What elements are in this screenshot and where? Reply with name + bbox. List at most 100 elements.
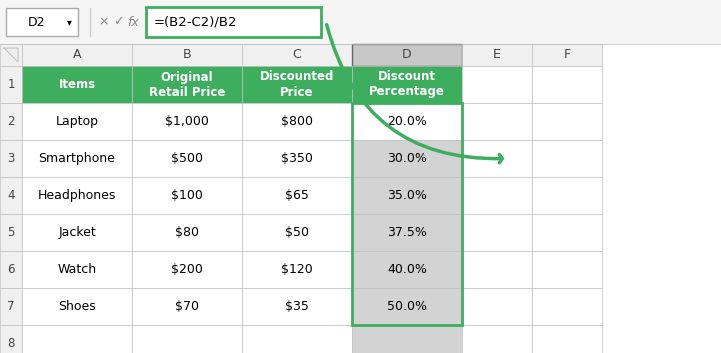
Bar (22, 288, 132, 325)
Bar (352, 44, 462, 66)
Bar (242, 103, 352, 140)
Text: 20.0%: 20.0% (387, 115, 427, 128)
Text: 3: 3 (7, 152, 14, 165)
Text: 8: 8 (7, 337, 14, 350)
Bar (462, 66, 532, 103)
Bar (0, 214, 22, 251)
Bar (532, 103, 602, 140)
Text: $800: $800 (281, 115, 313, 128)
Text: 40.0%: 40.0% (387, 263, 427, 276)
Bar (462, 251, 532, 288)
Text: $500: $500 (171, 152, 203, 165)
Text: 2: 2 (7, 115, 14, 128)
Text: fx: fx (127, 16, 139, 29)
Bar (22, 251, 132, 288)
Bar (0, 140, 22, 177)
Bar (352, 288, 462, 325)
Bar (462, 140, 532, 177)
Bar (532, 140, 602, 177)
Text: $100: $100 (171, 189, 203, 202)
Bar (462, 177, 532, 214)
Bar (242, 288, 352, 325)
Text: B: B (182, 48, 191, 61)
Text: $35: $35 (285, 300, 309, 313)
Bar (242, 140, 352, 177)
Bar (462, 214, 532, 251)
Bar (352, 214, 462, 251)
Bar (132, 140, 242, 177)
Bar (242, 325, 352, 353)
Text: Shoes: Shoes (58, 300, 96, 313)
Bar (532, 66, 602, 103)
Bar (0, 44, 602, 353)
Text: Jacket: Jacket (58, 226, 96, 239)
Text: 1: 1 (7, 78, 14, 91)
Bar (352, 177, 462, 214)
Text: E: E (493, 48, 501, 61)
Text: 6: 6 (7, 263, 14, 276)
Bar (532, 325, 602, 353)
Bar (242, 251, 352, 288)
Text: 7: 7 (7, 300, 14, 313)
Text: Original
Retail Price: Original Retail Price (149, 71, 225, 98)
Bar (462, 325, 532, 353)
Bar (242, 44, 352, 66)
Text: D: D (402, 48, 412, 61)
Bar (0, 325, 22, 353)
Text: Laptop: Laptop (56, 115, 99, 128)
Text: $200: $200 (171, 263, 203, 276)
Bar (0, 251, 22, 288)
Text: $1,000: $1,000 (165, 115, 209, 128)
Bar (0, 0, 721, 44)
Bar (0, 288, 22, 325)
Bar (132, 251, 242, 288)
Bar (352, 103, 462, 325)
Text: Headphones: Headphones (37, 189, 116, 202)
Bar (242, 66, 352, 103)
Text: Items: Items (58, 78, 96, 91)
Bar (242, 177, 352, 214)
Bar (462, 103, 532, 140)
Text: Discount
Percentage: Discount Percentage (369, 71, 445, 98)
Bar (22, 103, 132, 140)
Bar (132, 214, 242, 251)
Bar (132, 177, 242, 214)
Text: $70: $70 (175, 300, 199, 313)
Bar (22, 214, 132, 251)
Text: $65: $65 (285, 189, 309, 202)
Text: ×: × (99, 16, 110, 29)
Bar (532, 214, 602, 251)
Bar (352, 140, 462, 177)
Bar (0, 44, 22, 66)
Text: ▾: ▾ (66, 17, 71, 27)
Text: 37.5%: 37.5% (387, 226, 427, 239)
Text: Discounted
Price: Discounted Price (260, 71, 335, 98)
Bar (146, 7, 321, 37)
Bar (132, 325, 242, 353)
Text: 30.0%: 30.0% (387, 152, 427, 165)
Bar (352, 251, 462, 288)
Bar (352, 103, 462, 140)
Bar (242, 214, 352, 251)
Bar (462, 288, 532, 325)
Bar (352, 325, 462, 353)
Bar (352, 66, 462, 103)
Text: $80: $80 (175, 226, 199, 239)
Text: Smartphone: Smartphone (38, 152, 115, 165)
Text: Watch: Watch (58, 263, 97, 276)
Text: 5: 5 (7, 226, 14, 239)
Text: C: C (293, 48, 301, 61)
Bar (532, 177, 602, 214)
Text: ✓: ✓ (112, 16, 123, 29)
Text: F: F (563, 48, 570, 61)
Bar (532, 288, 602, 325)
Text: $350: $350 (281, 152, 313, 165)
Bar (462, 44, 532, 66)
Bar (22, 66, 132, 103)
Bar (532, 44, 602, 66)
Text: 50.0%: 50.0% (387, 300, 427, 313)
Bar (22, 44, 132, 66)
Text: $50: $50 (285, 226, 309, 239)
Bar (132, 288, 242, 325)
Text: D2: D2 (27, 16, 45, 29)
